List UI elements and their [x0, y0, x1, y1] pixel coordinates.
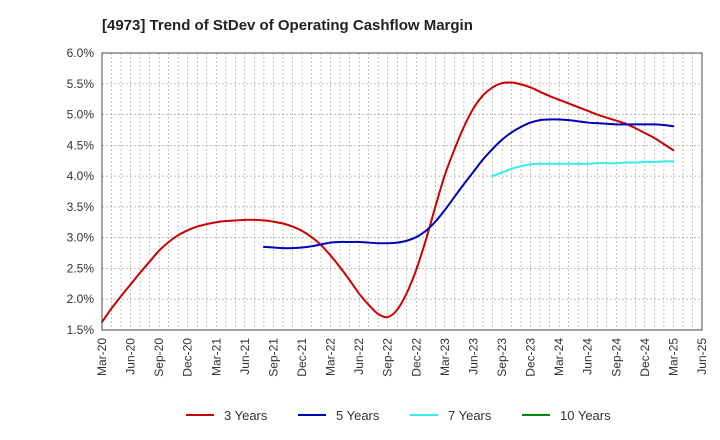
x-tick-label: Sep-21	[266, 338, 280, 377]
chart-title: [4973] Trend of StDev of Operating Cashf…	[102, 17, 473, 34]
x-tick-label: Mar-21	[209, 338, 223, 376]
x-tick-label: Sep-23	[495, 338, 509, 377]
y-axis: 1.5% 2.0% 2.5% 3.0% 3.5% 4.0% 4.5% 5.0% 5.5% 6.0%	[67, 46, 95, 337]
y-tick-label: 3.0%	[67, 231, 95, 245]
x-tick-label: Sep-22	[381, 338, 395, 377]
series-lines	[101, 81, 675, 323]
legend-label: 10 Years	[560, 408, 611, 423]
y-tick-label: 1.5%	[67, 323, 95, 337]
x-tick-label: Jun-25	[695, 338, 709, 375]
x-tick-label: Mar-24	[552, 338, 566, 376]
legend-label: 7 Years	[448, 408, 492, 423]
x-tick-label: Dec-21	[295, 338, 309, 377]
x-tick-label: Mar-23	[438, 338, 452, 376]
y-tick-label: 4.5%	[67, 138, 95, 152]
x-tick-label: Dec-20	[181, 338, 195, 377]
x-tick-label: Dec-24	[638, 338, 652, 377]
y-tick-label: 3.5%	[67, 200, 95, 214]
x-tick-label: Dec-22	[409, 338, 423, 377]
y-tick-label: 2.5%	[67, 261, 95, 275]
x-tick-label: Jun-22	[352, 338, 366, 375]
y-tick-label: 5.0%	[67, 108, 95, 122]
legend: 3 Years 5 Years 7 Years 10 Years	[186, 408, 611, 423]
x-tick-label: Jun-21	[238, 338, 252, 375]
y-tick-label: 4.0%	[67, 169, 95, 183]
x-axis: Mar-20 Jun-20 Sep-20 Dec-20 Mar-21 Jun-21 Sep-…	[95, 338, 709, 377]
legend-label: 3 Years	[224, 408, 268, 423]
x-tick-label: Jun-23	[466, 338, 480, 375]
series-line	[491, 160, 675, 178]
x-tick-label: Sep-20	[152, 338, 166, 377]
x-tick-label: Mar-20	[95, 338, 109, 376]
legend-label: 5 Years	[336, 408, 380, 423]
x-tick-label: Mar-22	[324, 338, 338, 376]
plot-frame	[101, 52, 703, 331]
y-tick-label: 6.0%	[67, 46, 95, 60]
series-line	[262, 118, 675, 250]
x-tick-label: Sep-24	[609, 338, 623, 377]
x-tick-label: Dec-23	[524, 338, 538, 377]
x-tick-label: Jun-20	[124, 338, 138, 375]
y-tick-label: 5.5%	[67, 77, 95, 91]
series-line	[101, 81, 675, 323]
x-tick-label: Jun-24	[581, 338, 595, 375]
y-tick-label: 2.0%	[67, 292, 95, 306]
grid	[102, 53, 702, 330]
x-tick-label: Mar-25	[666, 338, 680, 376]
